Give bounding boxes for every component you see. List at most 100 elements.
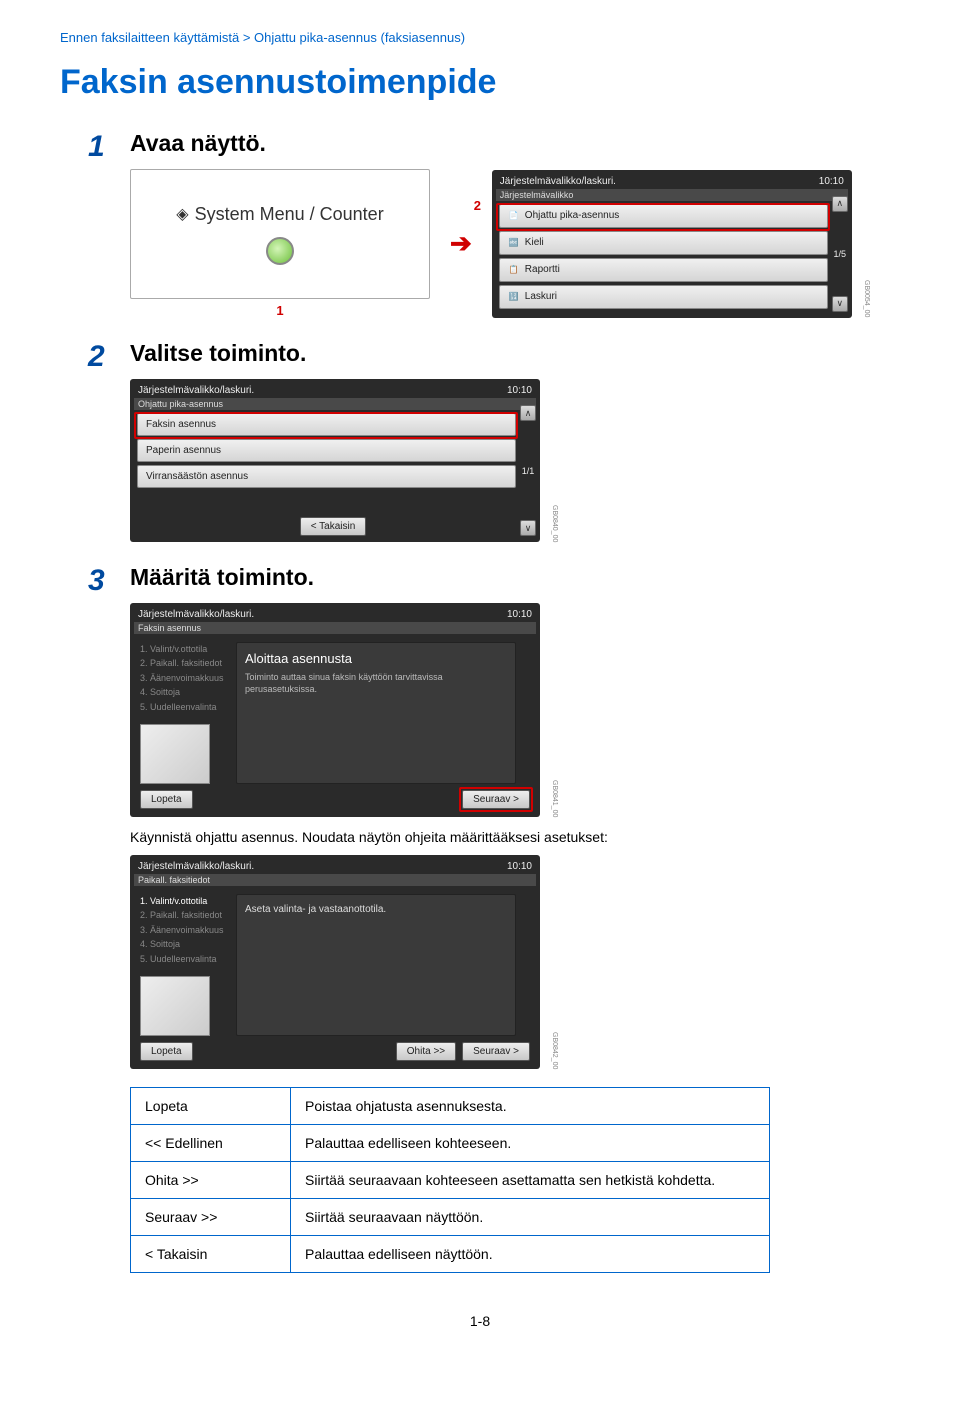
menu-item[interactable]: 🔢 Laskuri [499,285,828,309]
page-indicator: 1/5 [834,249,847,259]
table-cell: Siirtää seuraavaan kohteeseen asettamatt… [291,1161,770,1198]
wizard-info-body: Toiminto auttaa sinua faksin käyttöön ta… [245,672,507,695]
table-row: < TakaisinPalauttaa edelliseen näyttöön. [131,1235,770,1272]
menu-item-label: Laskuri [525,291,557,302]
system-menu-button[interactable]: ◈ System Menu / Counter [130,169,430,299]
wizard-step-list: 1. Valint/v.ottotila 2. Paikall. faksiti… [140,642,230,784]
wizard-step: 5. Uudelleenvalinta [140,952,230,966]
wizard-info: Aloittaa asennusta Toiminto auttaa sinua… [236,642,516,784]
menu-item[interactable]: 📋 Raportti [499,258,828,282]
action-table: LopetaPoistaa ohjatusta asennuksesta. <<… [130,1087,770,1273]
globe-icon: 🔤 [508,237,520,249]
system-menu-label: System Menu / Counter [195,204,384,225]
table-cell: Seuraav >> [131,1198,291,1235]
panel-4: Järjestelmävalikko/laskuri. 10:10 Paikal… [130,855,540,1069]
wizard-step: 1. Valint/v.ottotila [140,642,230,656]
menu-item[interactable]: Paperin asennus [137,439,516,462]
menu-item-label: Virransäästön asennus [146,471,248,482]
step-2: 2 Valitse toiminto. Järjestelmävalikko/l… [60,340,900,542]
panel-2: Järjestelmävalikko/laskuri. 10:10 Ohjatt… [130,379,540,542]
scroll-down-button[interactable]: ∨ [520,520,536,536]
panel-4-title: Järjestelmävalikko/laskuri. [138,861,254,872]
panel-2-subtitle: Ohjattu pika-asennus [134,398,536,410]
page-number: 1-8 [60,1313,900,1329]
page-indicator: 1/1 [522,466,535,476]
wizard-step: 5. Uudelleenvalinta [140,700,230,714]
menu-item[interactable]: 📄 Ohjattu pika-asennus [499,204,828,228]
panel-4-subtitle: Paikall. faksitiedot [134,874,536,886]
counter-icon: 🔢 [508,291,520,303]
panel-3-subtitle: Faksin asennus [134,622,536,634]
step-3-heading: Määritä toiminto. [130,564,900,591]
table-row: Seuraav >>Siirtää seuraavaan näyttöön. [131,1198,770,1235]
step-1-number: 1 [60,130,130,164]
step-3: 3 Määritä toiminto. Järjestelmävalikko/l… [60,564,900,1273]
menu-item-label: Ohjattu pika-asennus [525,210,620,221]
panel-3-time: 10:10 [507,609,532,620]
table-cell: Lopeta [131,1087,291,1124]
menu-item[interactable]: Faksin asennus [137,413,516,436]
panel-1-time: 10:10 [819,176,844,187]
back-button[interactable]: < Takaisin [300,517,367,536]
menu-item[interactable]: 🔤 Kieli [499,231,828,255]
wizard-step: 3. Äänenvoimakkuus [140,923,230,937]
wizard-info-heading: Aloittaa asennusta [245,651,507,666]
wizard-info: Aseta valinta- ja vastaanottotila. [236,894,516,1036]
menu-item-label: Paperin asennus [146,445,221,456]
table-cell: < Takaisin [131,1235,291,1272]
panel-2-title: Järjestelmävalikko/laskuri. [138,385,254,396]
skip-button[interactable]: Ohita >> [396,1042,456,1061]
panel-1-title: Järjestelmävalikko/laskuri. [500,176,616,187]
table-row: LopetaPoistaa ohjatusta asennuksesta. [131,1087,770,1124]
panel-code: GB0840_00 [551,505,558,542]
wizard-step: 1. Valint/v.ottotila [140,894,230,908]
table-cell: Ohita >> [131,1161,291,1198]
menu-item-label: Raportti [525,264,560,275]
wizard-step: 2. Paikall. faksitiedot [140,656,230,670]
menu-item-label: Kieli [525,237,544,248]
table-row: Ohita >>Siirtää seuraavaan kohteeseen as… [131,1161,770,1198]
menu-item[interactable]: Virransäästön asennus [137,465,516,488]
scroll-down-button[interactable]: ∨ [832,296,848,312]
led-icon [266,237,294,265]
panel-4-time: 10:10 [507,861,532,872]
table-cell: Palauttaa edelliseen näyttöön. [291,1235,770,1272]
table-cell: << Edellinen [131,1124,291,1161]
wizard-step: 4. Soittoja [140,937,230,951]
panel-1-subtitle: Järjestelmävalikko [496,189,848,201]
cube-icon [140,724,210,784]
scroll-up-button[interactable]: ∧ [520,405,536,421]
wizard-step: 4. Soittoja [140,685,230,699]
scroll-up-button[interactable]: ∧ [832,196,848,212]
table-cell: Poistaa ohjatusta asennuksesta. [291,1087,770,1124]
panel-3-title: Järjestelmävalikko/laskuri. [138,609,254,620]
panel-3: Järjestelmävalikko/laskuri. 10:10 Faksin… [130,603,540,817]
cancel-button[interactable]: Lopeta [140,790,193,809]
report-icon: 📋 [508,264,520,276]
cube-icon [140,976,210,1036]
wizard-info-heading: Aseta valinta- ja vastaanottotila. [245,903,507,916]
table-row: << EdellinenPalauttaa edelliseen kohtees… [131,1124,770,1161]
wizard-step: 3. Äänenvoimakkuus [140,671,230,685]
step-1-heading: Avaa näyttö. [130,130,900,157]
step-2-heading: Valitse toiminto. [130,340,900,367]
next-button[interactable]: Seuraav > [462,1042,530,1061]
step-1: 1 Avaa näyttö. ◈ System Menu / Counter 1… [60,130,900,318]
wizard-step-list: 1. Valint/v.ottotila 2. Paikall. faksiti… [140,894,230,1036]
panel-code: GB0054_00 [863,280,870,317]
step-3-intro: Käynnistä ohjattu asennus. Noudata näytö… [130,829,900,845]
menu-item-label: Faksin asennus [146,419,216,430]
panel-code: GB0841_00 [551,780,558,817]
panel-code: GB0842_00 [551,1032,558,1069]
marker-2: 2 [474,198,481,213]
table-cell: Siirtää seuraavaan näyttöön. [291,1198,770,1235]
next-button[interactable]: Seuraav > [462,790,530,809]
wizard-step: 2. Paikall. faksitiedot [140,908,230,922]
step-2-number: 2 [60,340,130,374]
panel-1: Järjestelmävalikko/laskuri. 10:10 Järjes… [492,170,852,318]
wizard-icon: 📄 [508,210,520,222]
breadcrumb: Ennen faksilaitteen käyttämistä > Ohjatt… [60,30,900,45]
table-cell: Palauttaa edelliseen kohteeseen. [291,1124,770,1161]
diamond-icon: ◈ [176,204,188,224]
cancel-button[interactable]: Lopeta [140,1042,193,1061]
